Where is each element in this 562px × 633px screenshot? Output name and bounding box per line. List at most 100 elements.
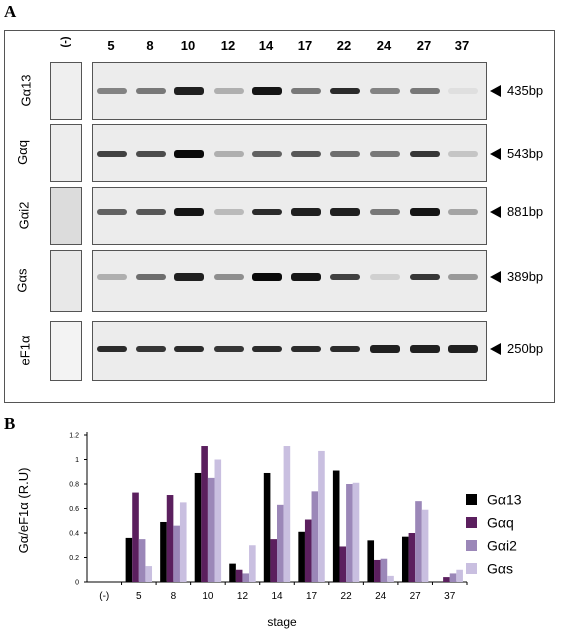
gel-band	[448, 88, 478, 94]
gel-band	[291, 273, 321, 281]
gel-band	[214, 346, 244, 352]
gel-band	[291, 208, 321, 216]
lane-label-14: 14	[252, 38, 280, 53]
y-tick-label: 0	[75, 580, 79, 587]
arrow-left-icon	[490, 206, 501, 218]
size-marker: 881bp	[490, 203, 543, 219]
legend-label: Gαi2	[487, 537, 517, 553]
gel-band	[291, 151, 321, 157]
bar-Gαq	[201, 446, 208, 582]
bar-Gαs	[249, 545, 256, 582]
bar-Gα13	[160, 522, 167, 582]
size-marker: 435bp	[490, 82, 543, 98]
gel-band	[291, 88, 321, 94]
y-tick-label: 0.2	[69, 555, 79, 562]
bar-Gαq	[167, 495, 174, 582]
x-tick-label: 22	[341, 591, 353, 602]
size-marker: 250bp	[490, 340, 543, 356]
negative-control-lane	[50, 250, 82, 312]
gel-band	[214, 88, 244, 94]
gel-band	[330, 88, 360, 94]
arrow-left-icon	[490, 271, 501, 283]
y-tick-label: 0.8	[69, 482, 79, 489]
bar-Gαq	[409, 533, 416, 582]
gel-band	[214, 274, 244, 280]
y-tick-label: 0.6	[69, 506, 79, 513]
bar-Gαs	[318, 451, 325, 582]
bar-Gαq	[443, 577, 450, 582]
bar-Gαi2	[381, 559, 388, 582]
gel-band	[410, 151, 440, 157]
bar-Gαs	[284, 446, 291, 582]
bar-Gαi2	[346, 484, 353, 582]
gel-band	[252, 346, 282, 352]
arrow-left-icon	[490, 85, 501, 97]
legend-label: Gα13	[487, 491, 522, 507]
lane-label-12: 12	[214, 38, 242, 53]
gel-band	[97, 274, 127, 280]
arrow-left-icon	[490, 148, 501, 160]
negative-control-lane	[50, 62, 82, 120]
bar-Gαs	[353, 483, 360, 582]
lane-label-27: 27	[410, 38, 438, 53]
gel-band	[330, 274, 360, 280]
lane-label-22: 22	[330, 38, 358, 53]
gel-image	[92, 250, 487, 312]
gel-band	[174, 208, 204, 216]
bar-Gαi2	[139, 539, 146, 582]
bar-Gαi2	[208, 478, 215, 582]
bar-Gαs	[215, 460, 222, 583]
x-tick-label: 12	[237, 591, 249, 602]
legend-entry: Gαs	[466, 559, 513, 576]
bar-Gα13	[229, 564, 236, 582]
x-tick-label: 5	[136, 591, 142, 602]
bar-Gα13	[126, 538, 133, 582]
gel-band	[330, 151, 360, 157]
gel-band	[448, 209, 478, 215]
lane-label-17: 17	[291, 38, 319, 53]
gel-band	[410, 345, 440, 353]
gel-band	[214, 209, 244, 215]
gel-band	[370, 209, 400, 215]
gel-band	[97, 88, 127, 94]
gel-image	[92, 321, 487, 381]
gel-band	[370, 274, 400, 280]
panel-label-a: A	[4, 2, 16, 22]
gel-band	[174, 273, 204, 281]
y-tick-label: 1.2	[69, 433, 79, 440]
gel-band	[448, 345, 478, 353]
lane-label-5: 5	[97, 38, 125, 53]
bar-Gαi2	[450, 573, 457, 582]
gel-band	[370, 151, 400, 157]
x-tick-label: 17	[306, 591, 318, 602]
size-marker-label: 389bp	[507, 269, 543, 284]
negative-control-lane	[50, 187, 82, 245]
gel-band	[136, 88, 166, 94]
legend-swatch	[466, 540, 477, 551]
bar-Gαq	[132, 493, 139, 582]
legend-label: Gαq	[487, 514, 514, 530]
gel-band	[448, 274, 478, 280]
x-tick-label: 24	[375, 591, 387, 602]
gel-image	[92, 124, 487, 182]
bar-Gαq	[339, 546, 346, 582]
gel-band	[136, 151, 166, 157]
gel-band	[174, 346, 204, 352]
gel-band	[252, 273, 282, 281]
gel-band	[174, 87, 204, 95]
gel-band	[370, 88, 400, 94]
legend-swatch	[466, 494, 477, 505]
gel-band	[97, 346, 127, 352]
x-tick-label: 8	[171, 591, 177, 602]
bar-Gα13	[333, 471, 340, 582]
gel-band	[136, 274, 166, 280]
gel-band	[136, 346, 166, 352]
gel-band	[214, 151, 244, 157]
bar-Gα13	[367, 540, 374, 582]
x-tick-label: (-)	[99, 591, 109, 602]
bar-Gαi2	[312, 491, 319, 582]
gel-band	[252, 151, 282, 157]
bar-Gα13	[298, 532, 305, 582]
bar-Gαq	[305, 520, 312, 582]
bar-Gαs	[145, 566, 152, 582]
